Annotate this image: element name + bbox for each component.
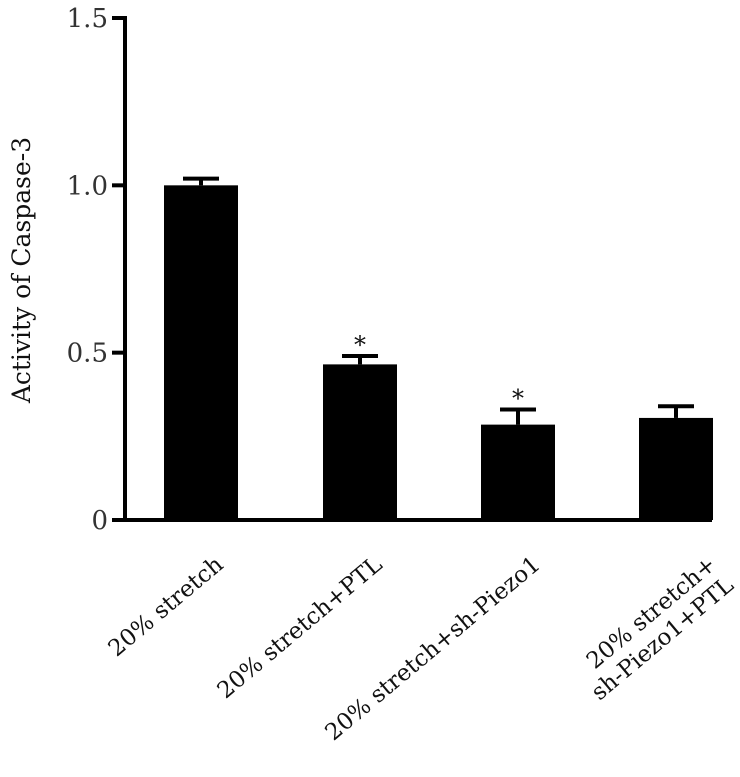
- y-axis-title: Activity of Caspase-3: [7, 137, 36, 404]
- significance-marker-2: *: [354, 331, 366, 359]
- bars-group: [164, 185, 713, 521]
- bar-1: [164, 185, 238, 521]
- bar-3: [481, 424, 555, 520]
- x-category-label-2: 20% stretch+PTL: [213, 551, 388, 704]
- y-axis: 0 0.5 1.0 1.5: [67, 4, 127, 536]
- y-tick-label-2: 0.5: [67, 339, 108, 369]
- bar-4: [639, 417, 713, 520]
- bar-2: [323, 364, 397, 520]
- y-tick-label-1: 0: [91, 506, 108, 536]
- y-tick-label-3: 1.0: [67, 171, 108, 201]
- significance-marker-3: *: [512, 385, 524, 413]
- x-category-label-line: 20% stretch+PTL: [213, 551, 388, 704]
- significance-markers-group: **: [354, 331, 524, 413]
- x-category-label-1: 20% stretch: [104, 551, 229, 662]
- y-tick-label-4: 1.5: [67, 4, 108, 34]
- x-category-label-4: 20% stretch+sh-Piezo1+PTL: [569, 551, 739, 705]
- error-bars-group: [183, 176, 694, 425]
- x-category-label-line: 20% stretch: [104, 551, 229, 662]
